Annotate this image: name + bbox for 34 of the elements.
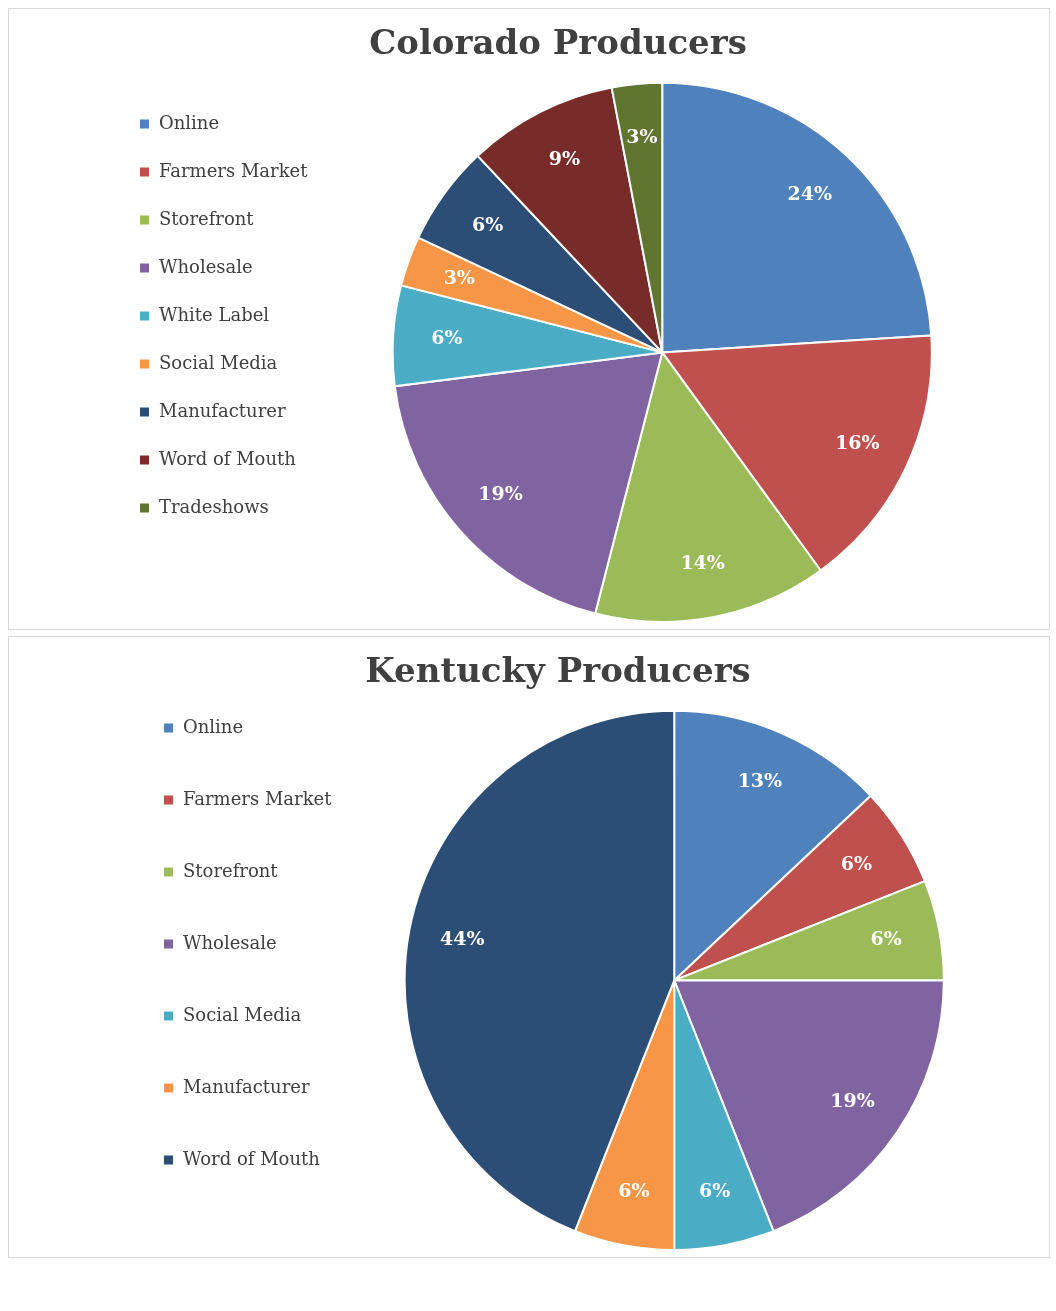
data-label: 6% <box>472 212 504 235</box>
data-label: 19% <box>478 481 523 504</box>
legend-label: Wholesale <box>159 255 253 277</box>
legend-label: Word of Mouth <box>159 447 297 469</box>
data-label: 44% <box>440 926 485 949</box>
legend-label: White Label <box>159 303 270 325</box>
legend-label: Word of Mouth <box>183 1147 321 1169</box>
data-label: 3% <box>626 124 658 147</box>
data-label: 6% <box>870 926 902 949</box>
data-label: 6% <box>699 1179 731 1202</box>
data-label: 6% <box>618 1179 650 1202</box>
data-label: 6% <box>840 851 872 874</box>
data-label: 6% <box>431 325 463 348</box>
legend-label: Wholesale <box>183 931 277 953</box>
legend-label: Online <box>183 715 244 737</box>
legend-label: Farmers Market <box>183 787 333 809</box>
chart-title: Colorado Producers <box>369 22 747 63</box>
chart-title: Kentucky Producers <box>365 650 751 691</box>
legend-label: Social Media <box>159 351 278 373</box>
data-label: 9% <box>548 147 580 170</box>
legend-label: Storefront <box>183 859 279 881</box>
legend-label: Farmers Market <box>159 159 309 181</box>
data-label: 24% <box>787 182 833 205</box>
data-label: 3% <box>443 266 475 289</box>
legend-label: Tradeshows <box>159 495 269 517</box>
data-label: 14% <box>680 551 725 574</box>
legend-label: Manufacturer <box>183 1075 310 1097</box>
legend-label: Social Media <box>183 1003 302 1025</box>
legend-label: Storefront <box>159 207 255 229</box>
data-label: 13% <box>737 769 783 792</box>
data-label: 19% <box>830 1088 875 1111</box>
legend-label: Manufacturer <box>159 399 286 421</box>
legend-label: Online <box>159 111 220 133</box>
data-label: 16% <box>835 431 880 454</box>
